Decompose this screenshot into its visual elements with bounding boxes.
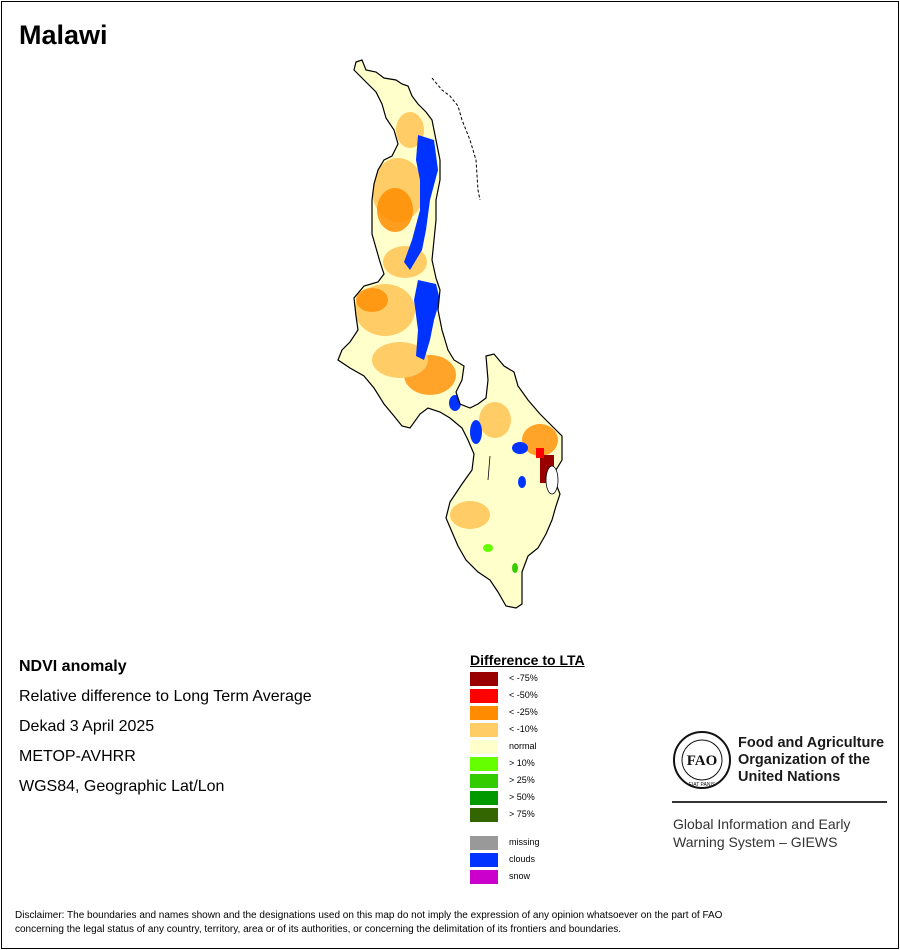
giews-line1: Global Information and Early: [673, 816, 851, 832]
disclaimer-line2: concerning the legal status of any count…: [15, 924, 622, 935]
malawi-ndvi-map: [337, 59, 563, 609]
disclaimer-line1: Disclaimer: The boundaries and names sho…: [15, 910, 723, 921]
legend-swatch: [470, 853, 498, 867]
legend-swatch: [470, 808, 498, 822]
giews-name: Global Information and Early Warning Sys…: [673, 815, 850, 851]
sensor-label: METOP-AVHRR: [19, 748, 136, 765]
giews-line2: Warning System – GIEWS: [673, 834, 838, 850]
legend-swatch: [470, 836, 498, 850]
fao-name: Food and Agriculture Organization of the…: [738, 735, 884, 786]
fao-name-line2: Organization of the: [738, 752, 871, 768]
legend-label: > 10%: [509, 758, 535, 768]
legend-label: normal: [509, 741, 537, 751]
legend-label: snow: [509, 871, 531, 881]
legend-swatch: [470, 870, 498, 884]
legend-label: > 75%: [509, 809, 535, 819]
product-name: NDVI anomaly: [19, 658, 127, 675]
fao-logo-icon: FAO FIAT PANIS: [673, 731, 731, 789]
product-description: Relative difference to Long Term Average: [19, 688, 312, 705]
fao-name-line3: United Nations: [738, 769, 841, 785]
legend-swatch: [470, 672, 498, 686]
legend-label: missing: [509, 837, 540, 847]
legend-swatch: [470, 791, 498, 805]
map-title: Malawi: [19, 20, 108, 50]
legend-label: clouds: [509, 854, 536, 864]
legend-label: < -25%: [509, 707, 538, 717]
legend-swatch: [470, 689, 498, 703]
divider: [672, 801, 887, 803]
legend-label: > 25%: [509, 775, 535, 785]
legend-label: > 50%: [509, 792, 535, 802]
disclaimer: Disclaimer: The boundaries and names sho…: [15, 909, 885, 937]
fao-logo-motto: FIAT PANIS: [689, 782, 716, 788]
period-label: Dekad 3 April 2025: [19, 718, 155, 735]
legend-title: Difference to LTA: [470, 652, 585, 668]
legend-label: < -50%: [509, 690, 538, 700]
legend-swatch: [470, 706, 498, 720]
legend-label: < -10%: [509, 724, 538, 734]
legend-swatch: [470, 740, 498, 754]
legend-swatch: [470, 757, 498, 771]
legend-swatch: [470, 774, 498, 788]
fao-logo-text: FAO: [687, 753, 718, 769]
legend-label: < -75%: [509, 673, 538, 683]
legend-swatch: [470, 723, 498, 737]
fao-name-line1: Food and Agriculture: [738, 735, 885, 751]
projection-label: WGS84, Geographic Lat/Lon: [19, 778, 225, 795]
